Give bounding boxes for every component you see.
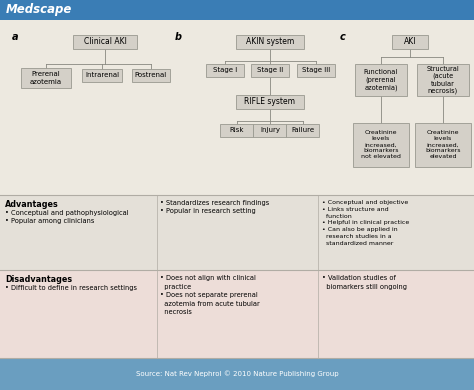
Text: Creatinine
levels
increased,
biomarkers
not elevated: Creatinine levels increased, biomarkers … [361, 131, 401, 160]
Text: • Does not align with clinical
  practice
• Does not separate prerenal
  azotemi: • Does not align with clinical practice … [160, 275, 260, 315]
Text: • Difficult to define in research settings: • Difficult to define in research settin… [5, 285, 137, 291]
FancyBboxPatch shape [0, 0, 474, 20]
Text: Advantages: Advantages [5, 200, 59, 209]
FancyBboxPatch shape [392, 35, 428, 49]
Text: c: c [340, 32, 346, 42]
FancyBboxPatch shape [206, 64, 244, 76]
FancyBboxPatch shape [236, 35, 304, 49]
FancyBboxPatch shape [73, 35, 137, 49]
FancyBboxPatch shape [297, 64, 335, 76]
FancyBboxPatch shape [415, 123, 471, 167]
Text: Functional
(prerenal
azotemia): Functional (prerenal azotemia) [364, 69, 398, 91]
Text: Prerenal
azotemia: Prerenal azotemia [30, 71, 62, 85]
FancyBboxPatch shape [353, 123, 409, 167]
FancyBboxPatch shape [21, 68, 71, 88]
FancyBboxPatch shape [417, 64, 469, 96]
Text: a: a [12, 32, 18, 42]
FancyBboxPatch shape [0, 358, 474, 390]
Text: Creatinine
levels
increased,
biomarkers
elevated: Creatinine levels increased, biomarkers … [425, 131, 461, 160]
FancyBboxPatch shape [132, 69, 170, 82]
Text: • Standardizes research findings
• Popular in research setting: • Standardizes research findings • Popul… [160, 200, 269, 214]
Text: Structural
(acute
tubular
necrosis): Structural (acute tubular necrosis) [427, 66, 459, 94]
Text: Medscape: Medscape [6, 4, 73, 16]
Text: Injury: Injury [260, 127, 280, 133]
FancyBboxPatch shape [82, 69, 122, 82]
Text: AKI: AKI [404, 37, 416, 46]
FancyBboxPatch shape [236, 95, 304, 109]
FancyBboxPatch shape [286, 124, 319, 136]
Text: Intrarenal: Intrarenal [85, 72, 119, 78]
FancyBboxPatch shape [0, 270, 474, 358]
Text: RIFLE system: RIFLE system [245, 98, 295, 106]
FancyBboxPatch shape [0, 195, 474, 270]
Text: Postrenal: Postrenal [135, 72, 167, 78]
Text: Stage I: Stage I [213, 67, 237, 73]
Text: Clinical AKI: Clinical AKI [83, 37, 127, 46]
Text: b: b [175, 32, 182, 42]
FancyBboxPatch shape [220, 124, 254, 136]
Text: Source: Nat Rev Nephrol © 2010 Nature Publishing Group: Source: Nat Rev Nephrol © 2010 Nature Pu… [136, 370, 338, 378]
Text: Disadvantages: Disadvantages [5, 275, 72, 284]
Text: • Conceptual and objective
• Links structure and
  function
• Helpful in clinica: • Conceptual and objective • Links struc… [322, 200, 409, 246]
FancyBboxPatch shape [251, 64, 289, 76]
FancyBboxPatch shape [355, 64, 407, 96]
Text: AKIN system: AKIN system [246, 37, 294, 46]
Text: Risk: Risk [230, 127, 244, 133]
Text: Stage III: Stage III [302, 67, 330, 73]
Text: Failure: Failure [292, 127, 315, 133]
Text: Stage II: Stage II [257, 67, 283, 73]
Text: • Conceptual and pathophysiological
• Popular among clinicians: • Conceptual and pathophysiological • Po… [5, 210, 128, 225]
FancyBboxPatch shape [254, 124, 286, 136]
Text: • Validation studies of
  biomarkers still ongoing: • Validation studies of biomarkers still… [322, 275, 407, 289]
